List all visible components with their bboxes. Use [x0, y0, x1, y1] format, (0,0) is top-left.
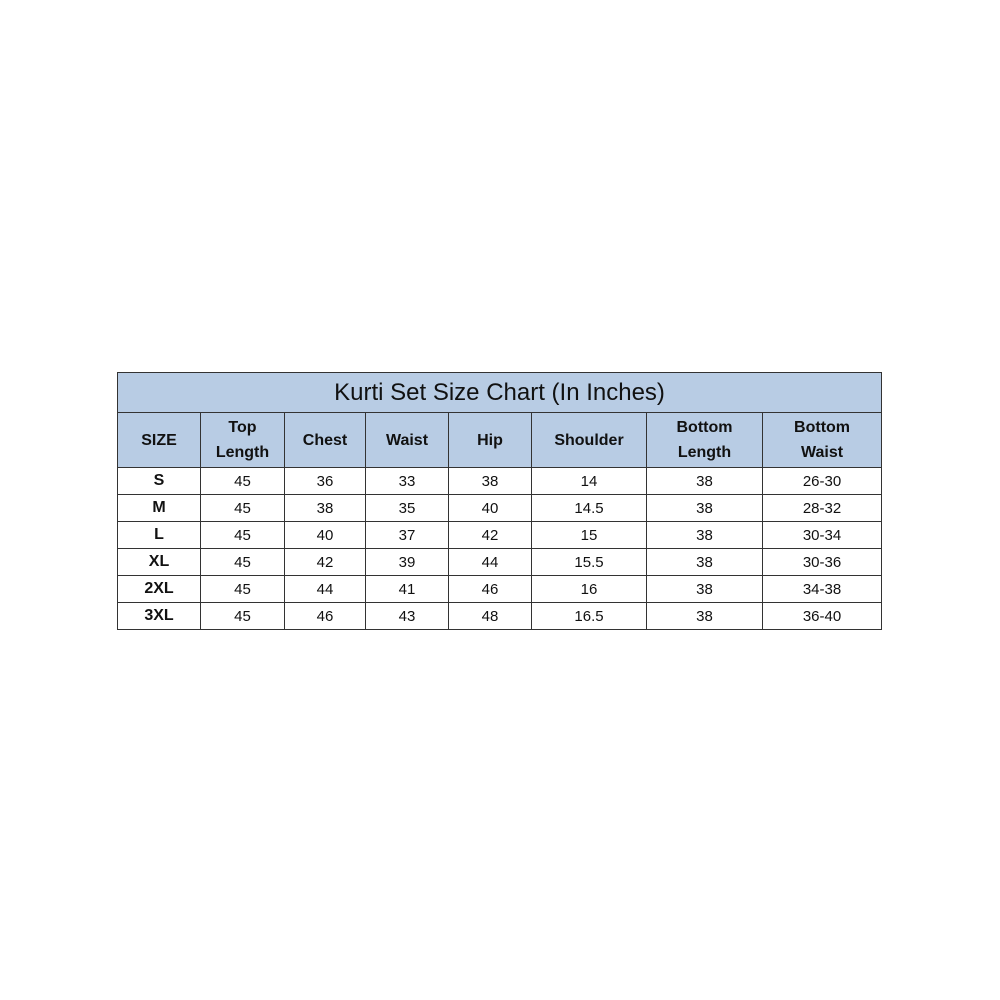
column-header-line: Length [215, 444, 270, 461]
column-header: Waist [365, 412, 449, 468]
value-cell: 45 [200, 602, 285, 630]
value-cell: 38 [646, 602, 763, 630]
value-cell: 46 [284, 602, 366, 630]
column-header: Hip [448, 412, 532, 468]
column-header-line: SIZE [141, 431, 177, 449]
value-cell: 34-38 [761, 575, 883, 603]
size-cell: M [117, 494, 201, 522]
column-header-line: Bottom [676, 419, 733, 436]
value-cell: 35 [365, 494, 449, 522]
table-row: L 45 40 37 42 15 38 30-34 [117, 521, 883, 549]
column-header-line: Hip [477, 431, 503, 449]
size-cell: 3XL [117, 602, 201, 630]
column-header: Shoulder [531, 412, 647, 468]
value-cell: 38 [646, 575, 763, 603]
value-cell: 14.5 [531, 494, 647, 522]
column-header: SIZE [117, 412, 201, 468]
value-cell: 45 [200, 575, 285, 603]
value-cell: 15 [531, 521, 647, 549]
value-cell: 26-30 [761, 467, 883, 495]
size-chart-table: Kurti Set Size Chart (In Inches) SIZE Top… [116, 372, 883, 630]
column-header: Bottom Waist [761, 412, 883, 468]
header-row: SIZE Top Length Chest Waist Hip Shoulder Bottom… [117, 412, 883, 468]
value-cell: 44 [448, 548, 532, 576]
column-header-line: Waist [800, 444, 844, 461]
value-cell: 48 [448, 602, 532, 630]
table-row: XL 45 42 39 44 15.5 38 30-36 [117, 548, 883, 576]
value-cell: 46 [448, 575, 532, 603]
chart-title: Kurti Set Size Chart (In Inches) [116, 372, 883, 413]
column-header-line: Bottom [794, 419, 851, 436]
table-row: M 45 38 35 40 14.5 38 28-32 [117, 494, 883, 522]
value-cell: 36 [284, 467, 366, 495]
value-cell: 40 [448, 494, 532, 522]
value-cell: 14 [531, 467, 647, 495]
column-header-line: Waist [385, 431, 429, 449]
column-header-line: Top [228, 419, 257, 436]
value-cell: 37 [365, 521, 449, 549]
value-cell: 45 [200, 548, 285, 576]
size-cell: 2XL [117, 575, 201, 603]
value-cell: 16.5 [531, 602, 647, 630]
value-cell: 30-36 [761, 548, 883, 576]
value-cell: 15.5 [531, 548, 647, 576]
value-cell: 38 [646, 467, 763, 495]
value-cell: 33 [365, 467, 449, 495]
table-row: 2XL 45 44 41 46 16 38 34-38 [117, 575, 883, 603]
size-cell: XL [117, 548, 201, 576]
value-cell: 36-40 [761, 602, 883, 630]
value-cell: 40 [284, 521, 366, 549]
column-header: Chest [284, 412, 366, 468]
value-cell: 45 [200, 494, 285, 522]
value-cell: 30-34 [761, 521, 883, 549]
value-cell: 38 [646, 521, 763, 549]
value-cell: 38 [448, 467, 532, 495]
value-cell: 42 [448, 521, 532, 549]
table-row: S 45 36 33 38 14 38 26-30 [117, 467, 883, 495]
value-cell: 38 [646, 494, 763, 522]
table-row: 3XL 45 46 43 48 16.5 38 36-40 [117, 602, 883, 630]
value-cell: 41 [365, 575, 449, 603]
value-cell: 42 [284, 548, 366, 576]
value-cell: 38 [284, 494, 366, 522]
value-cell: 44 [284, 575, 366, 603]
column-header: Bottom Length [646, 412, 763, 468]
value-cell: 28-32 [761, 494, 883, 522]
column-header-line: Shoulder [554, 431, 624, 449]
column-header-line: Chest [302, 431, 348, 449]
value-cell: 43 [365, 602, 449, 630]
value-cell: 16 [531, 575, 647, 603]
value-cell: 38 [646, 548, 763, 576]
column-header: Top Length [200, 412, 285, 468]
value-cell: 45 [200, 467, 285, 495]
value-cell: 39 [365, 548, 449, 576]
size-cell: S [117, 467, 201, 495]
column-header-line: Length [677, 444, 732, 461]
size-cell: L [117, 521, 201, 549]
value-cell: 45 [200, 521, 285, 549]
